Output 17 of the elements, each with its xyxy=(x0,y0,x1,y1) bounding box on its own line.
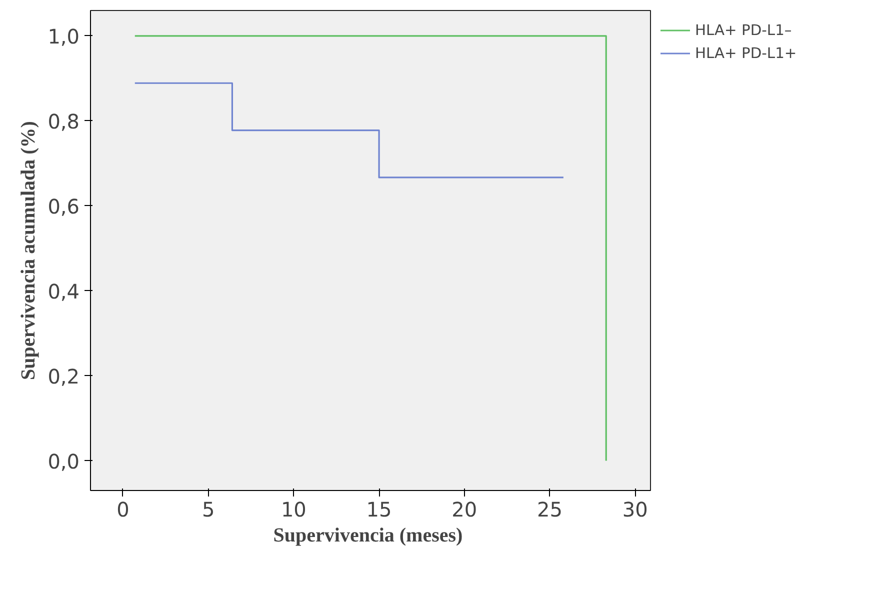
y-tick-label: 0,6 xyxy=(48,194,80,218)
x-tick-label: 0 xyxy=(116,498,130,522)
y-tick-label: 1,0 xyxy=(48,24,80,48)
legend-label: HLA+ PD-L1+ xyxy=(695,44,797,62)
y-tick-label: 0,0 xyxy=(48,449,80,474)
y-tick-label: 0,4 xyxy=(48,279,80,304)
x-tick-label: 10 xyxy=(280,498,306,522)
legend-label: HLA+ PD-L1– xyxy=(695,22,792,38)
x-tick-label: 30 xyxy=(622,498,648,522)
x-axis-title: Supervivencia (meses) xyxy=(273,524,463,546)
y-tick-label: 0,8 xyxy=(48,109,80,134)
x-tick-label: 5 xyxy=(202,498,215,522)
x-tick-label: 25 xyxy=(537,498,562,522)
y-axis-title: Supervivencia acumulada (%) xyxy=(18,121,40,380)
x-tick-label: 15 xyxy=(366,498,392,522)
x-tick-label: 20 xyxy=(452,498,478,522)
y-tick-label: 0,2 xyxy=(48,364,80,388)
